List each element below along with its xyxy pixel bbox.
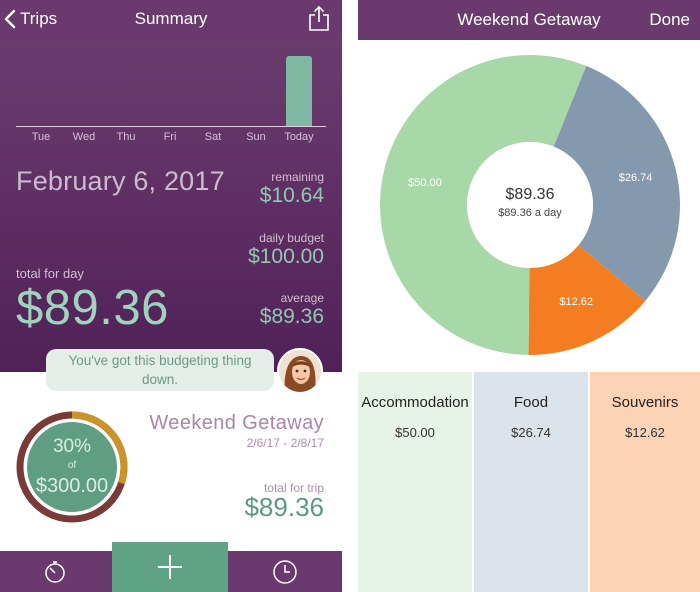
day-label-tue: Tue <box>31 131 51 143</box>
category-accommodation[interactable]: Accommodation $50.00 <box>358 372 472 592</box>
tab-bar <box>0 542 342 592</box>
day-label-sat: Sat <box>204 131 222 143</box>
total-for-day-label: total for day <box>16 266 84 281</box>
trip-total-value: $89.36 <box>244 492 324 522</box>
add-expense-button[interactable] <box>112 542 228 592</box>
category-donut-chart <box>380 55 680 355</box>
plus-icon <box>158 555 182 579</box>
done-button[interactable]: Done <box>649 10 690 29</box>
tab-history[interactable] <box>250 551 320 592</box>
day-label-today: Today <box>284 131 314 143</box>
day-label-sun: Sun <box>246 131 266 143</box>
summary-nav-bar: Trips Summary <box>0 0 342 38</box>
category-food[interactable]: Food $26.74 <box>474 372 588 592</box>
average-value: $89.36 <box>259 305 324 328</box>
remaining-label: remaining <box>271 170 324 184</box>
average-label: average <box>280 291 324 305</box>
slice-souvenirs-label: $12.62 <box>559 295 594 308</box>
progress-ring-center <box>27 422 117 512</box>
slice-souvenirs[interactable] <box>528 245 646 355</box>
trip-name[interactable]: Weekend Getaway <box>149 412 324 434</box>
day-label-wed: Wed <box>72 131 96 143</box>
daily-summary-panel: Tue Wed Thu Fri Sat Sun Today February 6… <box>0 38 342 372</box>
share-icon[interactable] <box>308 5 330 32</box>
category-name: Souvenirs <box>611 394 679 411</box>
category-amount: $26.74 <box>511 425 551 440</box>
encouragement-line-2: down. <box>141 372 179 387</box>
summary-screen: Trips Summary Tue Wed Thu Fri Sat Sun To… <box>0 0 342 592</box>
day-label-thu: Thu <box>116 131 136 143</box>
category-amount: $50.00 <box>395 425 435 440</box>
daily-budget-value: $100.00 <box>248 245 324 268</box>
category-name: Food <box>513 394 549 411</box>
trip-budget-progress-ring[interactable] <box>16 411 128 523</box>
day-label-fri: Fri <box>163 131 177 143</box>
week-spending-chart: Tue Wed Thu Fri Sat Sun Today <box>16 38 326 148</box>
trip-title: Weekend Getaway <box>457 10 601 29</box>
category-amount: $12.62 <box>625 425 665 440</box>
avatar[interactable] <box>277 348 323 394</box>
donut-center-per-day: $89.36 a day <box>498 207 562 219</box>
slice-food[interactable] <box>553 65 680 301</box>
back-label: Trips <box>20 9 58 28</box>
encouragement-line-1: You've got this budgeting thing <box>68 353 252 368</box>
encouragement-bubble: You've got this budgeting thing down. <box>46 349 274 391</box>
slice-accommodation-label: $50.00 <box>408 176 442 189</box>
chevron-left-icon <box>4 9 16 29</box>
today-spending-bar[interactable] <box>286 56 312 126</box>
progress-of-label: of <box>67 460 77 471</box>
current-date: February 6, 2017 <box>16 166 225 196</box>
trip-detail-screen: Weekend Getaway Done $26.74 $12.62 $50.00 … <box>358 0 700 592</box>
donut-hole <box>467 142 593 268</box>
progress-budget-total: $300.00 <box>35 475 109 497</box>
clock-icon <box>273 559 297 584</box>
category-souvenirs[interactable]: Souvenirs $12.62 <box>590 372 700 592</box>
progress-percent: 30% <box>52 436 92 457</box>
trip-total-label: total for trip <box>263 481 324 495</box>
page-title: Summary <box>134 9 208 28</box>
trip-nav-bar: Weekend Getaway Done <box>358 0 700 40</box>
total-for-day-value: $89.36 <box>16 281 169 335</box>
slice-food-label: $26.74 <box>618 171 653 184</box>
screen-divider <box>342 0 358 592</box>
slice-accommodation[interactable] <box>380 55 587 355</box>
chart-baseline <box>16 126 326 127</box>
trip-dates: 2/6/17 - 2/8/17 <box>246 436 324 450</box>
stopwatch-icon <box>45 560 65 583</box>
progress-ring-fill <box>16 411 128 523</box>
daily-budget-label: daily budget <box>259 231 324 245</box>
category-name: Accommodation <box>361 394 469 411</box>
remaining-value: $10.64 <box>259 184 324 207</box>
tab-stopwatch[interactable] <box>20 551 90 592</box>
back-button[interactable]: Trips <box>4 6 57 32</box>
donut-center-amount: $89.36 <box>505 186 555 203</box>
